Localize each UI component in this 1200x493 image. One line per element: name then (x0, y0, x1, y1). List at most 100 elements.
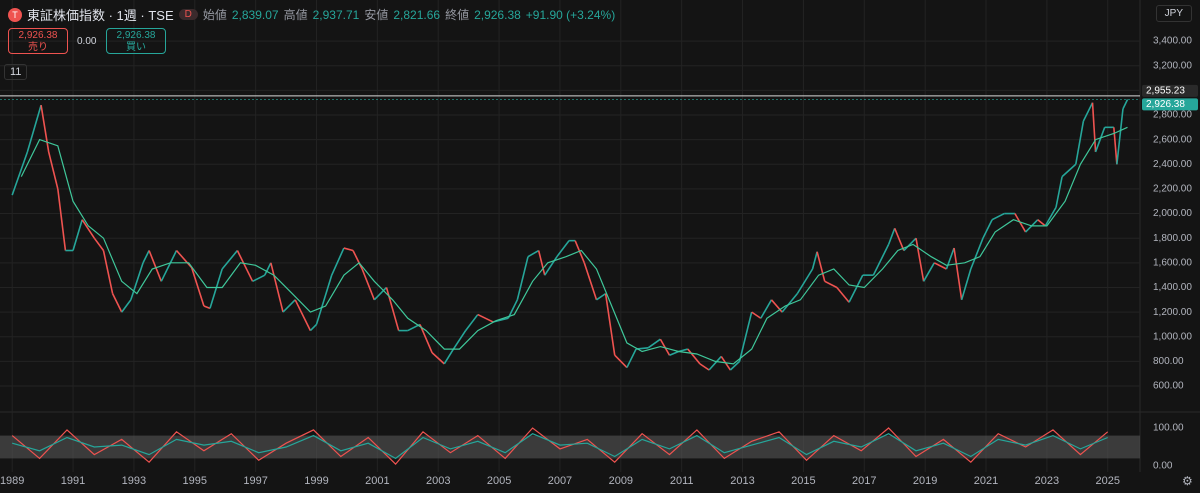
y-tick-label: 100.00 (1153, 423, 1184, 434)
price-segment (516, 256, 529, 300)
price-segment (537, 250, 546, 276)
price-segment (1014, 213, 1027, 233)
series-line (11, 427, 1109, 465)
price-segment (343, 247, 354, 252)
price-segment (40, 105, 50, 153)
price-segment (669, 350, 679, 356)
price-segment (544, 256, 558, 276)
price-badge (1142, 98, 1198, 111)
price-segment (507, 299, 519, 319)
x-tick-label: 2019 (913, 475, 937, 487)
price-segment (464, 314, 479, 332)
currency[interactable]: JPY (1155, 5, 1192, 22)
price-segment (315, 274, 333, 325)
x-tick-label: 2003 (426, 475, 450, 487)
price-segment (1061, 163, 1077, 178)
y-tick-label: 0.00 (1153, 461, 1173, 472)
price-segment (26, 104, 42, 153)
x-tick-label: 1989 (0, 475, 24, 487)
x-tick-label: 2023 (1035, 475, 1059, 487)
series-line (20, 126, 1128, 365)
price-badge (1142, 84, 1198, 97)
x-tick-label: 2011 (670, 475, 694, 487)
symbol-title[interactable]: 東証株価指数 · 1週 · TSE (27, 8, 174, 23)
price-segment (781, 293, 798, 313)
price-segment (604, 293, 616, 356)
price-segment (270, 262, 284, 313)
price-segment (81, 219, 96, 239)
high-label: 高値 (283, 8, 308, 22)
price-segment (848, 274, 864, 303)
y-tick-label: 1,600.00 (1153, 257, 1192, 268)
buy-price: 2,926.38 (116, 30, 156, 41)
x-tick-label: 2007 (548, 475, 572, 487)
close-label: 終値 (445, 8, 470, 22)
buy-button[interactable]: 2,926.38 買い (106, 28, 166, 54)
price-segment (443, 348, 455, 365)
y-tick-label: 600.00 (1153, 381, 1184, 392)
x-tick-label: 2021 (974, 475, 998, 487)
spread: 0.00 (77, 36, 97, 47)
price-segment (111, 293, 123, 313)
x-tick-label: 2005 (487, 475, 511, 487)
price-segment (160, 250, 178, 282)
settings-icon: ⚙ (1182, 474, 1193, 488)
price-segment (872, 244, 890, 276)
price-segment (203, 305, 211, 310)
y-tick-label: 1,200.00 (1153, 307, 1192, 318)
price-segment (47, 151, 59, 190)
y-tick-label: 3,400.00 (1153, 36, 1192, 47)
price-segment (614, 354, 628, 369)
price-segment (887, 228, 896, 245)
change: +91.90 (+3.24%) (525, 7, 616, 22)
close: 2,926.38 (474, 7, 521, 22)
price-segment (583, 262, 598, 301)
y-tick-label: 1,400.00 (1153, 282, 1192, 293)
y-tick-label: 2,000.00 (1153, 208, 1192, 219)
header: T 東証株価指数 · 1週 · TSE D 始値 2,839.07 高値 2,937… (8, 5, 615, 24)
price-segment (1055, 176, 1063, 208)
price-segment (836, 286, 850, 303)
price-badge-label: 2,926.38 (1146, 99, 1185, 110)
price-segment (991, 212, 1005, 221)
price-segment (477, 313, 494, 323)
price-segment (221, 250, 238, 270)
sell-button[interactable]: 2,926.38 売り (8, 28, 68, 54)
price-segment (738, 311, 753, 362)
x-tick-label: 1997 (243, 475, 267, 487)
price-segment (130, 262, 144, 301)
price-segment (294, 299, 312, 331)
price-segment (1044, 206, 1057, 227)
indicator-count[interactable]: 11 (4, 64, 28, 80)
price-segment (770, 299, 783, 313)
price-segment (252, 274, 266, 283)
x-tick-label: 2025 (1095, 475, 1119, 487)
x-tick-label: 2013 (730, 475, 754, 487)
low: 2,821.66 (393, 7, 441, 22)
price-segment (1094, 127, 1106, 153)
price-segment (1122, 99, 1129, 110)
price-segment (556, 240, 570, 258)
price-segment (933, 262, 947, 270)
price-segment (751, 311, 762, 319)
price-segment (330, 247, 345, 276)
price-segment (893, 228, 905, 251)
series-line (12, 433, 1108, 460)
price-segment (915, 238, 925, 282)
price-segment (209, 268, 223, 309)
y-tick-label: 2,800.00 (1153, 110, 1192, 121)
interval-badge[interactable]: D (178, 9, 198, 20)
price-segment (708, 355, 722, 371)
price-segment (121, 299, 132, 313)
price-segment (796, 268, 814, 295)
price-segment (596, 292, 607, 301)
x-tick-label: 1993 (122, 475, 146, 487)
price-segment (699, 363, 710, 371)
price-segment (282, 299, 296, 313)
x-tick-label: 2001 (365, 475, 389, 487)
price-segment (72, 219, 83, 251)
price-segment (236, 250, 254, 282)
